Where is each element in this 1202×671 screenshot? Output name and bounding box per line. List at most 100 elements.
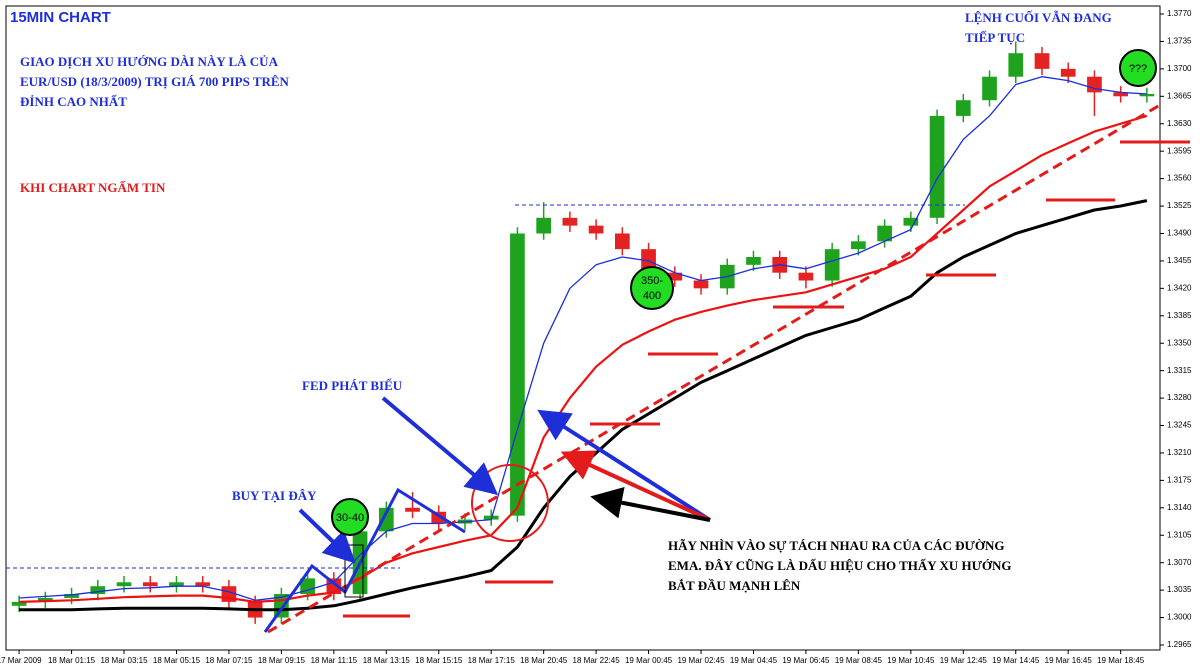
arrow	[537, 409, 712, 522]
y-tick-label: 1.3455	[1167, 256, 1192, 265]
arrow	[381, 396, 499, 496]
y-tick-label: 1.3175	[1167, 476, 1192, 485]
candle-body	[1113, 92, 1129, 97]
y-tick-label: 1.3070	[1167, 558, 1192, 567]
x-tick-label: 19 Mar 00:45	[625, 656, 673, 665]
candle-body	[955, 100, 971, 116]
y-tick-label: 1.3700	[1167, 64, 1192, 73]
y-tick-label: 1.3280	[1167, 393, 1192, 402]
x-tick-label: 19 Mar 02:45	[677, 656, 725, 665]
axes: 1.2965 1.3000 1.3035 1.3070 1.3105 1.3140 1.31…	[0, 9, 1192, 665]
x-tick-label: 18 Mar 07:15	[205, 656, 253, 665]
y-tick-label: 1.3770	[1167, 9, 1192, 18]
plot-frame	[5, 5, 1161, 651]
candle-body	[536, 217, 552, 234]
y-tick-label: 1.3490	[1167, 229, 1192, 238]
x-tick-label: 18 Mar 09:15	[258, 656, 306, 665]
annotation: KHI CHART NGẤM TIN	[20, 180, 166, 195]
candle-body	[510, 233, 525, 516]
marks	[11, 41, 1155, 624]
y-tick-label: 1.3035	[1167, 585, 1192, 594]
y-tick-label: 1.3525	[1167, 201, 1192, 210]
candle-body	[142, 582, 158, 587]
y-tick-label: 1.3630	[1167, 119, 1192, 128]
y-tick-label: 1.3665	[1167, 91, 1192, 100]
badge	[1119, 49, 1157, 87]
candle-body	[798, 272, 814, 281]
candle-body	[1034, 53, 1050, 69]
x-tick-label: 18 Mar 05:15	[153, 656, 201, 665]
candle-body	[431, 511, 447, 524]
y-tick-label: 1.3000	[1167, 613, 1192, 622]
badge	[630, 266, 674, 310]
candle-body	[746, 256, 761, 265]
candle-body	[851, 241, 866, 250]
candle-body	[1008, 53, 1024, 77]
highlight-circle	[471, 464, 549, 542]
annotation: HÃY NHÌN VÀO SỰ TÁCH NHAU RA CỦA CÁC ĐƯỜ…	[668, 538, 1004, 553]
annotation: TIẾP TỤC	[965, 30, 1025, 45]
y-tick-label: 1.3140	[1167, 503, 1192, 512]
candle-body	[37, 597, 53, 602]
x-tick-label: 18 Mar 17:15	[468, 656, 516, 665]
candle-body	[378, 507, 394, 532]
candle-body	[588, 225, 604, 234]
candle-body	[90, 586, 106, 595]
y-tick-label: 1.3245	[1167, 421, 1192, 430]
arrow	[590, 486, 711, 522]
x-tick-label: 19 Mar 08:45	[835, 656, 883, 665]
candle-body	[982, 76, 997, 101]
y-tick-label: 1.3350	[1167, 338, 1192, 347]
candle-body	[903, 217, 919, 226]
x-tick-label: 19 Mar 04:45	[730, 656, 778, 665]
y-tick-label: 1.3595	[1167, 146, 1192, 155]
candle-body	[1087, 76, 1102, 93]
candle-body	[614, 233, 630, 250]
y-tick-label: 1.3560	[1167, 174, 1192, 183]
x-tick-label: 19 Mar 06:45	[782, 656, 830, 665]
x-tick-label: 19 Mar 12:45	[940, 656, 988, 665]
candle-body	[116, 582, 132, 587]
annotation: BẮT ĐẦU MẠNH LÊN	[668, 578, 801, 593]
trend-line	[267, 103, 1161, 634]
annotation: EMA. ĐÂY CŨNG LÀ DẤU HIỆU CHO THẤY XU HƯ…	[668, 558, 1012, 573]
x-tick-label: 17 Mar 2009	[0, 656, 42, 665]
badge-label: 30-40	[336, 512, 364, 524]
candle-body	[667, 272, 683, 281]
candle-body	[64, 594, 79, 598]
candle-body	[300, 578, 315, 595]
candle-body	[1139, 93, 1155, 97]
y-tick-label: 1.3385	[1167, 311, 1192, 320]
x-tick-label: 19 Mar 18:45	[1097, 656, 1145, 665]
candle-body	[169, 582, 184, 587]
candle-body	[693, 280, 709, 289]
badge-label: 350-	[641, 275, 663, 287]
annotation: ĐỈNH CAO NHẤT	[20, 94, 127, 109]
x-tick-label: 18 Mar 22:45	[573, 656, 621, 665]
candle-body	[1060, 68, 1076, 77]
annotation: LỆNH CUỐI VẪN ĐANG	[965, 10, 1112, 25]
candle-body	[195, 582, 211, 587]
candle-body	[11, 601, 27, 606]
badge	[331, 498, 369, 536]
y-tick-label: 1.3210	[1167, 448, 1192, 457]
annotation: BUY TẠI ĐÂY	[232, 488, 317, 503]
y-tick-label: 1.3315	[1167, 366, 1192, 375]
y-tick-label: 1.2965	[1167, 640, 1192, 649]
x-tick-label: 19 Mar 14:45	[992, 656, 1040, 665]
y-tick-label: 1.3105	[1167, 530, 1192, 539]
arrow	[298, 508, 356, 564]
candle-body	[929, 115, 945, 218]
candle-body	[562, 217, 578, 226]
x-tick-label: 18 Mar 11:15	[311, 656, 358, 665]
chart-title: 15MIN CHART	[10, 9, 111, 26]
annotation: FED PHÁT BIỂU	[302, 378, 403, 393]
x-tick-label: 18 Mar 13:15	[363, 656, 411, 665]
x-tick-label: 19 Mar 10:45	[887, 656, 935, 665]
overlay: 30-40 350- 400 ??? 15MIN CHART GIAO DỊCH…	[6, 9, 1190, 634]
annotation: EUR/USD (18/3/2009) TRỊ GIÁ 700 PIPS TRÊ…	[20, 74, 290, 89]
annotation: GIAO DỊCH XU HƯỚNG DÀI NÀY LÀ CỦA	[20, 54, 279, 69]
y-tick-label: 1.3735	[1167, 37, 1192, 46]
x-tick-label: 18 Mar 15:15	[415, 656, 463, 665]
x-tick-label: 18 Mar 20:45	[520, 656, 568, 665]
